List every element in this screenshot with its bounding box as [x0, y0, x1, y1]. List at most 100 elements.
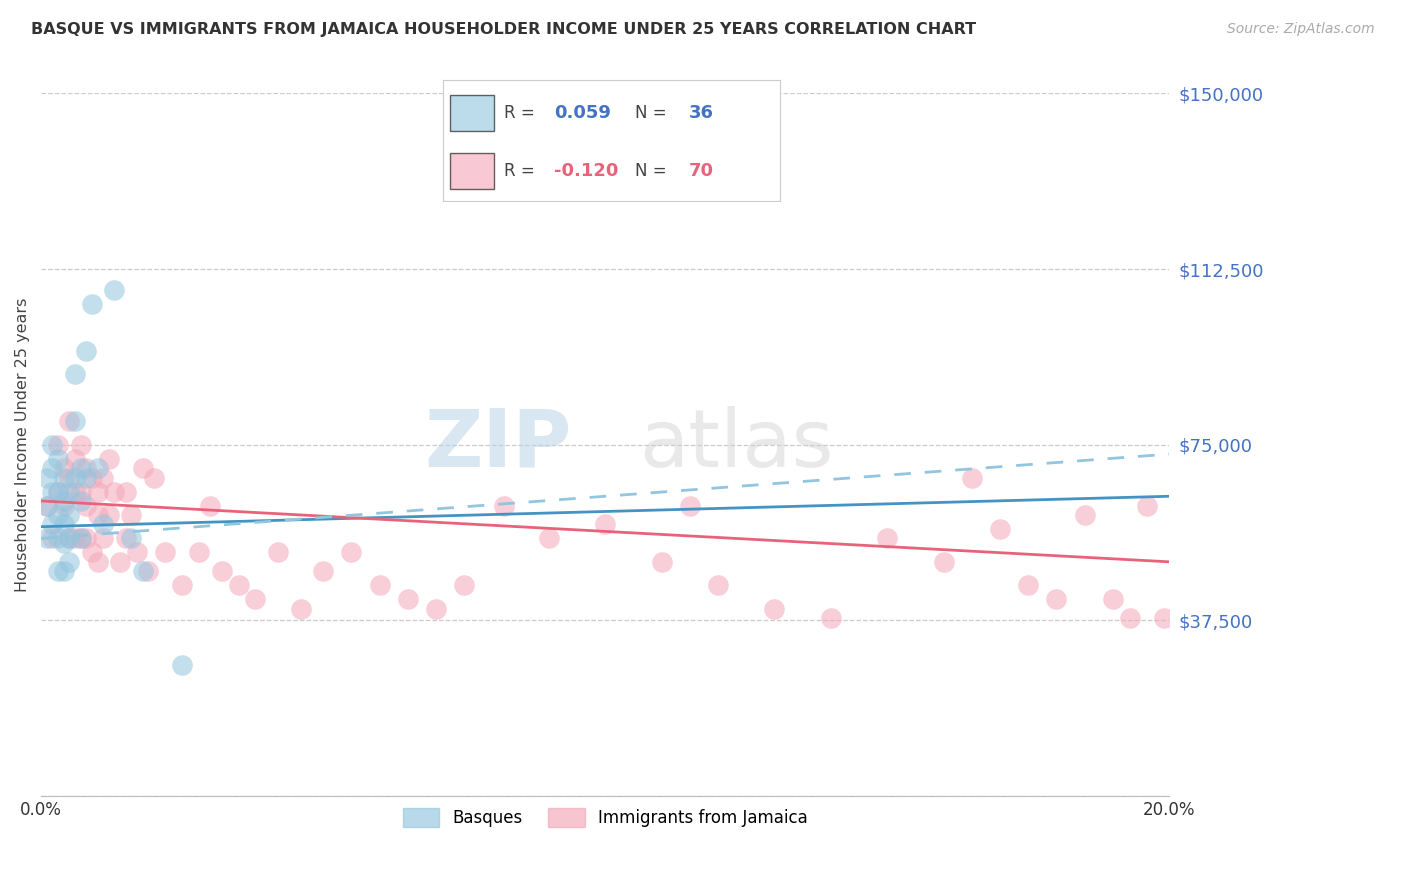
Point [35, 499, 58, 513]
Point [86, 508, 108, 522]
Point [58, 508, 80, 522]
Point [97, 451, 120, 466]
Point [131, 564, 153, 578]
Point [46, 564, 69, 578]
Point [75, 344, 97, 359]
Point [155, 545, 177, 559]
Point [103, 484, 125, 499]
Point [114, 484, 136, 499]
FancyBboxPatch shape [450, 95, 494, 131]
Point [69, 461, 91, 475]
Point [1153, 611, 1175, 625]
Point [46, 508, 69, 522]
Point [35, 470, 58, 484]
Point [120, 508, 142, 522]
Text: N =: N = [636, 161, 672, 179]
Point [136, 564, 159, 578]
Point [41, 517, 63, 532]
Point [267, 545, 290, 559]
Point [52, 536, 75, 550]
Point [75, 470, 97, 484]
Point [58, 555, 80, 569]
Y-axis label: Householder Income Under 25 years: Householder Income Under 25 years [15, 298, 30, 592]
Point [131, 461, 153, 475]
Point [63, 414, 86, 428]
Point [80, 545, 103, 559]
Point [91, 470, 114, 484]
Point [75, 499, 97, 513]
Point [86, 461, 108, 475]
Point [63, 368, 86, 382]
Point [52, 461, 75, 475]
Point [97, 508, 120, 522]
FancyBboxPatch shape [450, 153, 494, 188]
Text: R =: R = [503, 103, 540, 122]
Point [63, 532, 86, 546]
Point [211, 564, 233, 578]
Point [876, 532, 898, 546]
Point [492, 499, 515, 513]
Text: 0.059: 0.059 [554, 103, 612, 122]
Point [679, 499, 702, 513]
Point [172, 578, 194, 592]
Point [75, 532, 97, 546]
Text: BASQUE VS IMMIGRANTS FROM JAMAICA HOUSEHOLDER INCOME UNDER 25 YEARS CORRELATION : BASQUE VS IMMIGRANTS FROM JAMAICA HOUSEH… [31, 22, 976, 37]
Point [46, 484, 69, 499]
Text: 36: 36 [689, 103, 714, 122]
Point [763, 601, 786, 615]
Point [312, 564, 335, 578]
Point [58, 532, 80, 546]
Point [58, 532, 80, 546]
Point [537, 532, 560, 546]
Point [425, 601, 447, 615]
Point [86, 484, 108, 499]
Point [142, 470, 165, 484]
Text: ZIP: ZIP [425, 406, 571, 483]
Point [103, 283, 125, 297]
Point [245, 592, 267, 607]
Text: 70: 70 [689, 161, 714, 179]
Point [41, 484, 63, 499]
Point [91, 532, 114, 546]
Point [1101, 592, 1123, 607]
Point [200, 499, 222, 513]
Point [1119, 611, 1142, 625]
Point [114, 532, 136, 546]
Point [228, 578, 250, 592]
Point [58, 484, 80, 499]
Text: -0.120: -0.120 [554, 161, 619, 179]
Point [125, 545, 148, 559]
Point [120, 532, 142, 546]
Point [69, 532, 91, 546]
Point [58, 414, 80, 428]
Point [108, 555, 131, 569]
Point [58, 470, 80, 484]
Text: R =: R = [503, 161, 540, 179]
Point [75, 461, 97, 475]
Point [35, 532, 58, 546]
Point [80, 297, 103, 311]
Point [52, 499, 75, 513]
Point [69, 438, 91, 452]
Point [46, 451, 69, 466]
Point [1073, 508, 1095, 522]
Point [69, 484, 91, 499]
Point [820, 611, 842, 625]
Point [35, 499, 58, 513]
Point [46, 438, 69, 452]
Point [707, 578, 730, 592]
Point [63, 484, 86, 499]
Legend: Basques, Immigrants from Jamaica: Basques, Immigrants from Jamaica [396, 801, 814, 833]
Point [593, 517, 616, 532]
Point [46, 484, 69, 499]
Point [91, 517, 114, 532]
Point [63, 451, 86, 466]
Point [988, 522, 1011, 536]
Point [188, 545, 211, 559]
Point [932, 555, 955, 569]
Point [52, 494, 75, 508]
Point [960, 470, 983, 484]
Point [368, 578, 391, 592]
Point [172, 657, 194, 672]
Point [41, 438, 63, 452]
